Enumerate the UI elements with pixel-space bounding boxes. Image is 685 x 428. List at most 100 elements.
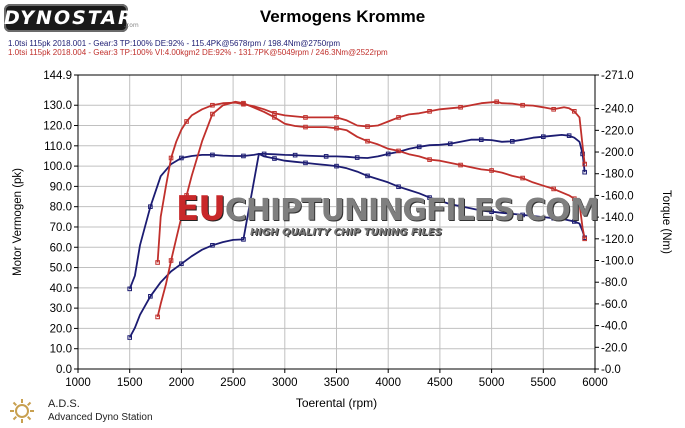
data-point — [551, 106, 556, 112]
data-point — [179, 261, 184, 267]
data-point — [127, 335, 133, 340]
series-line-torque-tuned — [156, 100, 586, 318]
y-left-tick-label: 80.0 — [50, 202, 72, 214]
y-left-tick-label: 120.0 — [43, 121, 72, 133]
y-right-tick-label: -60.0 — [601, 299, 627, 311]
data-point — [155, 260, 160, 265]
data-point — [292, 152, 298, 158]
chart-title: Vermogens Kromme — [259, 7, 426, 26]
y-right-tick-label: -180.0 — [601, 169, 634, 181]
y-left-tick-label: 50.0 — [50, 263, 72, 275]
x-tick-label: 5500 — [531, 377, 557, 389]
data-point — [354, 155, 360, 160]
footer-desc: Advanced Dyno Station — [48, 412, 153, 423]
watermark-eu: EU — [176, 189, 226, 229]
y-right-tick-label: -20.0 — [601, 342, 627, 354]
data-point — [427, 195, 432, 200]
data-point — [334, 115, 339, 120]
data-point — [489, 168, 494, 173]
data-point — [210, 152, 215, 158]
logo-suffix: .com — [124, 22, 139, 29]
series-line-power-stock — [128, 133, 586, 290]
data-point — [478, 137, 484, 143]
data-point — [427, 157, 432, 162]
data-point — [427, 109, 432, 114]
data-point — [148, 204, 153, 209]
data-point — [520, 102, 525, 108]
data-point — [210, 243, 215, 248]
y-left-tick-label: 90.0 — [50, 181, 72, 193]
logo-brand: DYNOSTAR — [4, 7, 135, 29]
y-left-axis-label: Motor Vermogen (pk) — [12, 168, 24, 276]
run-info-stock: 1.0tsi 115pk 2018.001 - Gear:3 TP:100% D… — [8, 39, 340, 48]
data-point — [365, 138, 370, 144]
data-point — [303, 115, 308, 120]
data-point — [168, 258, 174, 263]
data-point — [541, 134, 546, 139]
data-point — [127, 286, 133, 292]
data-point — [572, 196, 577, 201]
x-tick-label: 1500 — [117, 377, 143, 389]
data-point — [582, 161, 587, 167]
y-right-tick-label: -271.0 — [601, 70, 634, 82]
y-left-tick-label: 70.0 — [50, 222, 72, 234]
data-point — [210, 102, 215, 108]
y-left-tick-label: 40.0 — [50, 283, 72, 295]
x-tick-label: 2000 — [169, 377, 195, 389]
data-point — [184, 119, 189, 124]
y-right-tick-label: -240.0 — [601, 104, 634, 116]
data-point — [582, 169, 587, 175]
data-point — [520, 175, 525, 181]
y-left-tick-label: 20.0 — [50, 323, 72, 335]
watermark-domain: CHIPTUNINGFILES.COM — [224, 193, 600, 228]
y-right-tick-label: -80.0 — [601, 277, 627, 289]
watermark-sub: HIGH QUALITY CHIP TUNING FILES — [250, 227, 442, 238]
data-point — [551, 186, 556, 192]
x-tick-label: 2500 — [220, 377, 246, 389]
y-right-tick-label: -40.0 — [601, 321, 627, 333]
data-point — [272, 156, 277, 161]
data-point — [416, 144, 422, 150]
data-point — [241, 237, 246, 242]
data-point — [566, 133, 572, 138]
footer-name: A.D.S. — [48, 398, 80, 410]
data-point — [458, 104, 463, 110]
data-point — [155, 314, 160, 320]
data-point — [323, 154, 329, 159]
data-point — [184, 193, 189, 198]
data-point — [572, 109, 577, 114]
data-point — [210, 111, 215, 117]
y-right-tick-label: -0.0 — [601, 364, 621, 376]
run-info-tuned: 1.0tsi 115pk 2018.004 - Gear:3 TP:100% V… — [8, 48, 388, 57]
data-point — [396, 115, 401, 120]
data-point — [148, 294, 153, 299]
y-right-tick-label: -140.0 — [601, 212, 634, 224]
data-point — [509, 139, 515, 144]
y-left-tick-label: 60.0 — [50, 242, 72, 254]
data-point — [489, 209, 494, 214]
sun-gear-icon — [10, 399, 34, 423]
data-point — [396, 184, 401, 190]
data-point — [272, 115, 277, 120]
y-right-tick-label: -220.0 — [601, 125, 634, 137]
data-point — [572, 219, 577, 224]
x-tick-label: 3500 — [324, 377, 350, 389]
data-point — [458, 162, 463, 168]
x-tick-label: 4000 — [375, 377, 401, 389]
data-point — [365, 124, 370, 129]
series-line-torque-stock — [128, 152, 586, 338]
series-line-power-tuned — [156, 100, 586, 263]
data-point — [582, 236, 587, 242]
y-right-tick-label: -200.0 — [601, 147, 634, 159]
data-point — [494, 99, 499, 105]
data-point — [334, 125, 339, 131]
y-left-tick-label: 100.0 — [43, 161, 72, 173]
data-point — [551, 215, 556, 221]
data-point — [241, 100, 246, 106]
dynostar-logo: DYNOSTAR — [4, 4, 135, 32]
watermark-main: EUCHIPTUNINGFILES.COM — [176, 189, 600, 229]
y-left-tick-label: 110.0 — [44, 141, 72, 153]
y-left-tick-label: 144.9 — [43, 70, 72, 82]
x-axis-label: Toerental (rpm) — [296, 396, 377, 410]
